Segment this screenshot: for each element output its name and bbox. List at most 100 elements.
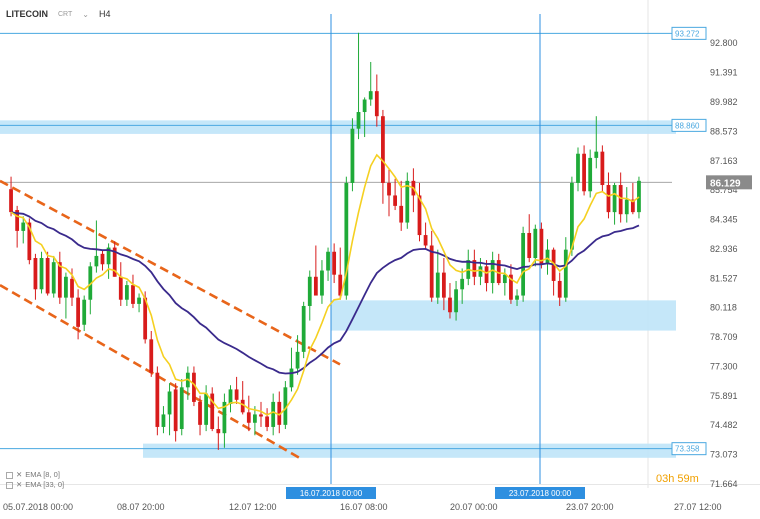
level-price-label: 93.272 [675,29,700,38]
candle-body [88,266,93,300]
candle-body [307,276,312,306]
candle-body [76,297,80,327]
countdown-minutes: 59m [677,473,699,485]
date-marker-label: 23.07.2018 00:00 [509,489,572,498]
candle-body [167,391,172,415]
y-tick-label: 84.345 [710,215,738,225]
support-resistance-zone[interactable] [143,443,676,458]
candle-body [350,128,355,183]
support-resistance-zone[interactable] [331,300,676,331]
level-price-tag[interactable] [671,442,707,456]
candle-body [460,278,465,290]
candle-body [356,112,361,129]
legend-item-ema-slow[interactable]: ✕ EMA [33, 0] [6,480,64,490]
candle-countdown: 03h 59m [656,473,699,485]
candle-body [39,258,44,290]
candle-body [429,245,434,298]
legend-item-ema-fast[interactable]: ✕ EMA [8, 0] [6,470,64,480]
level-price-label: 88.860 [675,121,700,130]
close-icon[interactable]: ✕ [16,470,23,479]
candle-body [478,266,483,277]
candle-body [51,262,56,294]
candle-body [600,151,605,186]
checkbox-icon[interactable] [6,481,13,489]
candle-body [496,260,501,284]
candle-body [234,389,239,400]
candle-body [368,91,373,100]
candle-body [240,399,245,413]
candle-body [228,389,233,404]
indicator-legend: ✕ EMA [8, 0] ✕ EMA [33, 0] [6,470,64,490]
candle-body [216,429,221,434]
candle-body [393,195,397,206]
symbol-label[interactable]: LITECOIN [6,9,48,19]
level-price-label: 73.358 [675,445,700,454]
y-tick-label: 87.163 [710,156,738,166]
candle-body [118,276,123,300]
candle-body [612,185,617,213]
y-tick-label: 80.118 [710,303,737,313]
candle-body [289,368,294,388]
checkbox-icon[interactable] [6,471,13,479]
timeframe-label[interactable]: H4 [98,9,111,19]
candle-body [313,276,318,296]
support-resistance-zone[interactable] [0,120,676,134]
x-tick-label: 20.07 00:00 [450,502,498,512]
x-tick-label: 16.07 08:00 [340,502,388,512]
chart-header: LITECOIN CRT ⌄ H4 [6,9,110,19]
candle-body [106,247,111,265]
y-tick-label: 91.391 [710,68,738,78]
candle-body [295,351,300,369]
date-marker-label: 16.07.2018 00:00 [300,489,363,498]
candle-body [301,305,306,352]
candle-body [45,258,50,294]
candle-body [557,280,562,298]
candle-body [173,389,178,432]
level-price-tag[interactable] [671,26,707,40]
candle-body [271,401,276,427]
y-tick-label: 75.891 [710,391,738,401]
candle-body [448,297,452,313]
candle-body [588,157,593,192]
candle-body [576,153,580,183]
candle-body [563,249,568,298]
candle-body [533,228,538,259]
legend-label: EMA [8, 0] [25,470,60,479]
candle-body [246,412,251,423]
current-price-label: 86.129 [710,178,741,189]
ema-fast-line[interactable] [10,153,640,416]
ema-slow-line[interactable] [10,211,640,375]
candle-body [326,251,330,271]
candle-body [210,393,215,430]
close-icon[interactable]: ✕ [16,480,23,489]
candle-body [454,289,458,313]
chevron-down-icon[interactable]: ⌄ [82,9,89,19]
candle-body [179,387,184,430]
candle-body [149,339,154,373]
y-tick-label: 82.936 [710,244,738,254]
channel-top-line[interactable] [0,179,341,366]
level-price-tag[interactable] [671,118,707,132]
candle-body [9,189,13,213]
candle-body [539,228,544,265]
candle-body [374,91,379,117]
candle-body [137,297,141,304]
candle-body [259,414,263,417]
candle-body [362,99,367,113]
candle-body [441,272,446,298]
candle-body [283,387,288,425]
date-marker-tag[interactable] [286,487,376,499]
candle-body [27,222,32,261]
candle-body [155,372,160,427]
date-marker-tag[interactable] [495,487,585,499]
x-tick-label: 08.07 20:00 [117,502,165,512]
y-tick-label: 73.073 [710,450,738,460]
candle-body [515,295,519,300]
candle-body [618,185,623,215]
candle-body [545,249,550,265]
candle-body [423,235,428,246]
candle-body [484,266,489,284]
candle-body [381,116,385,183]
